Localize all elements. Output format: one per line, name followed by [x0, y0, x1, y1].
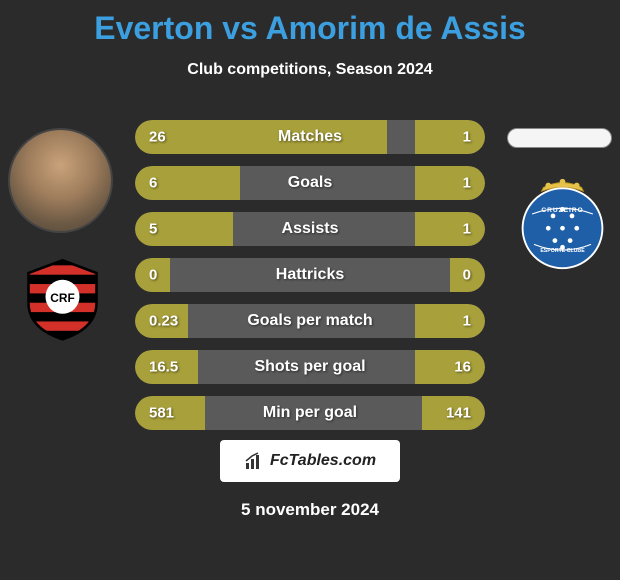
- stat-value-left: 581: [149, 405, 174, 422]
- stat-label: Min per goal: [263, 404, 357, 422]
- stat-value-right: 1: [463, 221, 471, 238]
- chart-icon: [244, 451, 264, 471]
- svg-text:CRUZEIRO: CRUZEIRO: [541, 207, 583, 214]
- page-title: Everton vs Amorim de Assis: [0, 0, 620, 47]
- stat-value-left: 0: [149, 267, 157, 284]
- stat-row: 0 0 Hattricks: [135, 258, 485, 292]
- stat-label: Assists: [282, 220, 339, 238]
- stat-value-right: 141: [446, 405, 471, 422]
- svg-text:CRF: CRF: [50, 291, 74, 305]
- stat-value-left: 0.23: [149, 313, 178, 330]
- stat-value-left: 6: [149, 175, 157, 192]
- date-text: 5 november 2024: [241, 500, 379, 520]
- stat-row: 5 1 Assists: [135, 212, 485, 246]
- stat-value-left: 26: [149, 129, 166, 146]
- club-right-badge: CRUZEIRO ESPORTE CLUBE: [515, 176, 610, 271]
- club-left-badge: CRF: [20, 256, 105, 341]
- cruzeiro-badge-icon: CRUZEIRO ESPORTE CLUBE: [515, 176, 610, 271]
- bar-right: [415, 212, 485, 246]
- stat-value-right: 1: [463, 313, 471, 330]
- bar-right: [415, 120, 485, 154]
- stat-label: Hattricks: [276, 266, 344, 284]
- stat-value-right: 16: [454, 359, 471, 376]
- bar-right: [415, 304, 485, 338]
- player-left-avatar: [8, 128, 113, 233]
- stat-label: Shots per goal: [254, 358, 365, 376]
- player-right-avatar: [507, 128, 612, 148]
- stat-label: Matches: [278, 128, 342, 146]
- stat-value-right: 1: [463, 175, 471, 192]
- subtitle: Club competitions, Season 2024: [0, 61, 620, 79]
- svg-text:ESPORTE CLUBE: ESPORTE CLUBE: [540, 248, 585, 254]
- stat-value-right: 0: [463, 267, 471, 284]
- stat-value-right: 1: [463, 129, 471, 146]
- stat-label: Goals per match: [247, 312, 372, 330]
- stat-row: 16.5 16 Shots per goal: [135, 350, 485, 384]
- stat-label: Goals: [288, 174, 332, 192]
- flamengo-badge-icon: CRF: [20, 256, 105, 341]
- stat-row: 6 1 Goals: [135, 166, 485, 200]
- bar-right: [415, 350, 485, 384]
- branding-badge: FcTables.com: [220, 440, 400, 482]
- bar-left: [135, 120, 387, 154]
- stat-row: 26 1 Matches: [135, 120, 485, 154]
- stats-container: 26 1 Matches 6 1 Goals 5 1 Assists 0 0 Hattricks 0.2…: [135, 120, 485, 442]
- stat-value-left: 5: [149, 221, 157, 238]
- stat-row: 0.23 1 Goals per match: [135, 304, 485, 338]
- branding-text: FcTables.com: [270, 452, 376, 470]
- bar-right: [415, 166, 485, 200]
- stat-value-left: 16.5: [149, 359, 178, 376]
- stat-row: 581 141 Min per goal: [135, 396, 485, 430]
